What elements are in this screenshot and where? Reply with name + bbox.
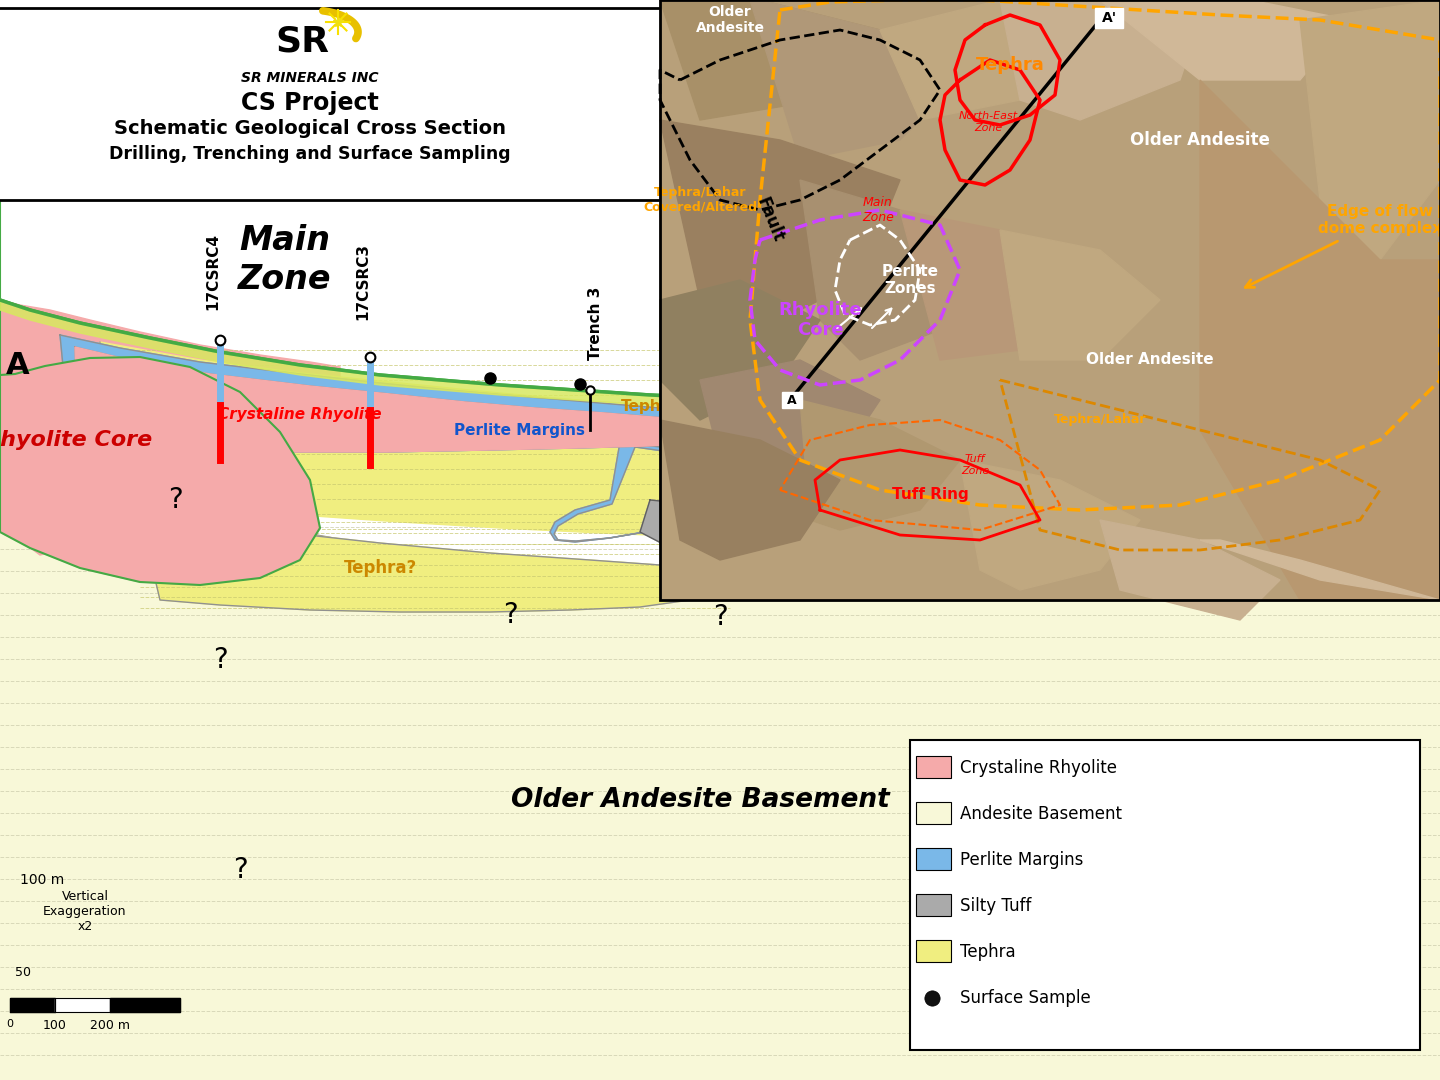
- Polygon shape: [140, 515, 730, 612]
- Bar: [916, 894, 950, 916]
- Text: North- East
Zone: North- East Zone: [1002, 328, 1198, 391]
- Text: 50: 50: [14, 966, 32, 978]
- Text: Surface Sample: Surface Sample: [960, 989, 1090, 1007]
- Polygon shape: [999, 0, 1200, 120]
- Text: Vertical
Exaggeration
x2: Vertical Exaggeration x2: [43, 891, 127, 933]
- Polygon shape: [660, 0, 880, 120]
- Text: ?: ?: [503, 600, 517, 629]
- Text: ?: ?: [167, 486, 183, 514]
- Bar: [782, 392, 802, 408]
- Polygon shape: [10, 998, 55, 1012]
- Bar: [916, 802, 950, 824]
- Polygon shape: [1300, 0, 1440, 260]
- Text: Tephra/Lahar
Covered/Altered: Tephra/Lahar Covered/Altered: [644, 186, 757, 214]
- Polygon shape: [55, 998, 109, 1012]
- Polygon shape: [0, 200, 320, 585]
- Text: CS Project: CS Project: [240, 91, 379, 114]
- Text: Fault: Fault: [753, 194, 788, 245]
- Bar: [916, 940, 950, 962]
- Text: 0: 0: [7, 1020, 13, 1029]
- Text: SR: SR: [275, 25, 328, 59]
- Text: A: A: [6, 351, 30, 379]
- Polygon shape: [1100, 519, 1280, 620]
- Text: Perlite
Zones: Perlite Zones: [881, 264, 939, 296]
- Polygon shape: [550, 442, 740, 542]
- Bar: [910, 740, 1420, 1050]
- Bar: [660, 0, 1440, 600]
- Text: Rhyolite
Core: Rhyolite Core: [778, 300, 861, 339]
- Polygon shape: [960, 460, 1140, 590]
- Text: Tephra: Tephra: [621, 400, 680, 415]
- Bar: [916, 848, 950, 870]
- Polygon shape: [0, 505, 1440, 1080]
- Polygon shape: [801, 180, 981, 360]
- Text: A': A': [1411, 495, 1436, 515]
- Text: 200 m: 200 m: [89, 1020, 130, 1032]
- Polygon shape: [60, 335, 740, 453]
- Polygon shape: [999, 230, 1161, 360]
- Text: North-East
Zone: North-East Zone: [959, 111, 1018, 133]
- Text: 100 m: 100 m: [20, 873, 65, 887]
- Text: Rhyolite Core: Rhyolite Core: [0, 430, 153, 450]
- Text: Schematic Geological Cross Section: Schematic Geological Cross Section: [114, 119, 505, 137]
- Polygon shape: [75, 347, 739, 453]
- Text: Tephra/Lahar: Tephra/Lahar: [1054, 414, 1146, 427]
- Polygon shape: [0, 200, 340, 555]
- Polygon shape: [1100, 0, 1351, 80]
- Polygon shape: [660, 420, 840, 561]
- Polygon shape: [750, 0, 960, 160]
- Polygon shape: [660, 280, 819, 420]
- Text: Trench 3: Trench 3: [589, 286, 603, 360]
- Polygon shape: [639, 500, 920, 550]
- Text: Perlite Margins: Perlite Margins: [960, 851, 1083, 869]
- Text: Drilling, Trenching and Surface Sampling: Drilling, Trenching and Surface Sampling: [109, 145, 511, 163]
- Text: Andesite Basement: Andesite Basement: [960, 805, 1122, 823]
- Bar: [660, 0, 1440, 600]
- Bar: [0, 5, 660, 200]
- Text: Silty Tuff: Silty Tuff: [960, 897, 1031, 915]
- Polygon shape: [801, 400, 960, 530]
- Text: Crystaline Rhyolite: Crystaline Rhyolite: [960, 759, 1117, 777]
- Text: ?: ?: [713, 603, 727, 631]
- Text: A': A': [1102, 11, 1116, 25]
- Polygon shape: [99, 342, 1440, 554]
- Text: Silty Tuff: Silty Tuff: [742, 517, 818, 532]
- Polygon shape: [700, 360, 880, 480]
- Text: Main
Zone: Main Zone: [238, 225, 331, 296]
- Text: Older
Andesite: Older Andesite: [696, 5, 765, 35]
- Text: Tephra: Tephra: [976, 56, 1044, 75]
- Text: Older Andesite Basement: Older Andesite Basement: [511, 787, 890, 813]
- Text: Older Andesite: Older Andesite: [1086, 352, 1214, 367]
- Bar: [916, 756, 950, 778]
- Polygon shape: [0, 200, 310, 572]
- Polygon shape: [1200, 540, 1440, 600]
- Polygon shape: [880, 0, 1080, 120]
- Polygon shape: [0, 200, 320, 577]
- Polygon shape: [1200, 80, 1440, 600]
- Text: Edge of flow
dome complex: Edge of flow dome complex: [1318, 204, 1440, 237]
- Polygon shape: [109, 998, 180, 1012]
- Text: 17CSRC3: 17CSRC3: [356, 243, 370, 320]
- Polygon shape: [0, 300, 1440, 422]
- Text: 100: 100: [43, 1020, 66, 1032]
- Text: ?: ?: [213, 646, 228, 674]
- Text: ?: ?: [233, 856, 248, 885]
- Polygon shape: [660, 120, 900, 330]
- Text: Main
Zone: Main Zone: [863, 195, 894, 224]
- Text: A: A: [788, 393, 796, 406]
- Polygon shape: [900, 210, 1080, 360]
- Text: Tephra?: Tephra?: [343, 559, 416, 577]
- Text: Tuff
Zone: Tuff Zone: [960, 455, 989, 476]
- Bar: [1094, 8, 1123, 28]
- Text: Crystaline Rhyolite: Crystaline Rhyolite: [219, 407, 382, 422]
- Text: Perlite Margins: Perlite Margins: [455, 422, 586, 437]
- Text: Older Andesite: Older Andesite: [1130, 131, 1270, 149]
- Text: Tuff Ring: Tuff Ring: [891, 487, 968, 502]
- Text: SR MINERALS INC: SR MINERALS INC: [242, 71, 379, 85]
- Text: 17CSRC4: 17CSRC4: [206, 233, 220, 310]
- Text: Tephra: Tephra: [960, 943, 1015, 961]
